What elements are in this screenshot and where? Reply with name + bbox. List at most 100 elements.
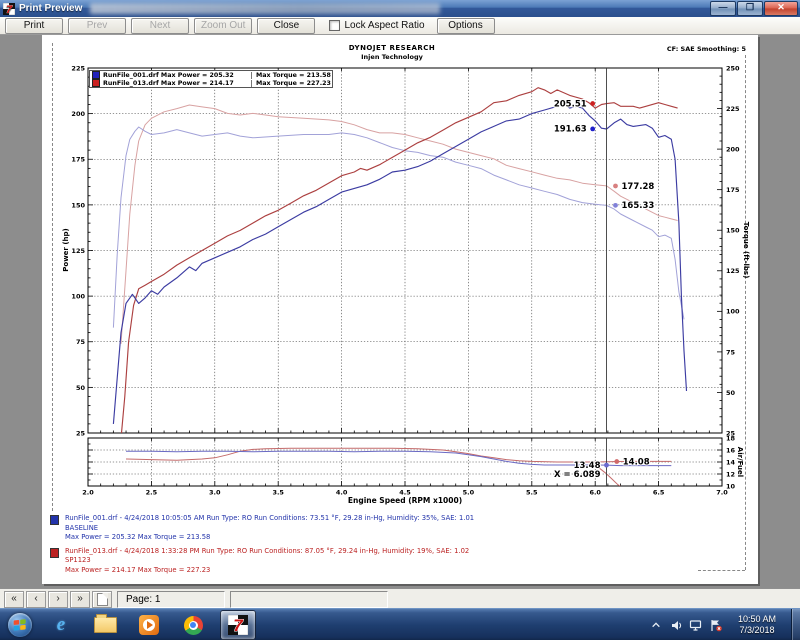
dynojet-icon: 7 — [228, 615, 248, 635]
svg-text:225: 225 — [726, 105, 740, 113]
legend-file-power-1: RunFile_001.drf Max Power = 205.32 — [103, 71, 234, 79]
legend-torque-1: Max Torque = 213.58 — [251, 71, 331, 79]
taskbar-media-player-icon[interactable] — [134, 612, 164, 638]
legend-file-power-2: RunFile_013.drf Max Power = 214.17 — [103, 79, 234, 87]
cursor-x-label: X = 6.089 — [554, 470, 601, 480]
legend-row-2: RunFile_013.drf Max Power = 214.17 Max T… — [90, 79, 332, 87]
tray-volume-icon[interactable] — [669, 618, 683, 632]
page-icon — [96, 592, 108, 606]
svg-text:16: 16 — [726, 446, 736, 454]
series-runfile-013-torque — [120, 104, 678, 344]
legend-swatch-run1 — [92, 71, 100, 79]
goto-page-button[interactable] — [92, 590, 112, 608]
svg-text:50: 50 — [726, 389, 736, 397]
run-info-1: RunFile_001.drf - 4/24/2018 10:05:05 AM … — [50, 514, 750, 543]
svg-text:75: 75 — [726, 348, 736, 356]
svg-text:25: 25 — [726, 429, 736, 437]
close-button[interactable]: Close — [257, 17, 316, 34]
svg-text:4.5: 4.5 — [399, 489, 411, 497]
svg-text:75: 75 — [76, 338, 86, 346]
taskbar-chrome-icon[interactable] — [178, 612, 208, 638]
svg-text:175: 175 — [71, 156, 85, 164]
close-window-button[interactable]: ✕ — [764, 1, 798, 16]
last-page-button[interactable]: » — [70, 590, 90, 608]
marker-label-205.51: 205.51 — [554, 99, 587, 109]
series-runfile-013-airfuel — [125, 447, 672, 463]
start-button[interactable] — [8, 613, 32, 637]
svg-text:3.5: 3.5 — [272, 489, 284, 497]
tray-network-icon[interactable] — [689, 618, 703, 632]
svg-text:7.0: 7.0 — [716, 489, 728, 497]
clock-date: 7/3/2018 — [739, 625, 775, 635]
statusbar: « ‹ › » Page: 1 — [0, 588, 800, 609]
svg-text:5.0: 5.0 — [463, 489, 475, 497]
prev-page-button[interactable]: ‹ — [26, 590, 46, 608]
taskbar-explorer-icon[interactable] — [90, 612, 120, 638]
preview-page: DYNOJET RESEARCH Injen Technology CF: SA… — [42, 35, 758, 584]
svg-text:6.5: 6.5 — [653, 489, 665, 497]
tray-show-hidden-icons[interactable] — [649, 618, 663, 632]
options-button[interactable]: Options — [436, 17, 495, 34]
run-info-2: RunFile_013.drf - 4/24/2018 1:33:28 PM R… — [50, 547, 750, 576]
window-title: Print Preview — [19, 3, 83, 14]
svg-text:3.0: 3.0 — [209, 489, 221, 497]
correction-smoothing-label: CF: SAE Smoothing: 5 — [666, 45, 746, 53]
svg-text:2.5: 2.5 — [146, 489, 158, 497]
svg-text:7: 7 — [6, 4, 13, 15]
svg-text:6.0: 6.0 — [589, 489, 601, 497]
next-button[interactable]: Next — [131, 17, 189, 34]
zoom-out-button[interactable]: Zoom Out — [194, 17, 253, 34]
folder-icon — [93, 614, 117, 633]
clock-time: 10:50 AM — [737, 614, 777, 624]
airfuel-chart: 2.0 2.5 3.0 3.5 4.0 4.5 5.0 5.5 6.0 6.5 7.0 18 16 14 1… — [82, 434, 735, 496]
page-number-panel: Page: 1 — [117, 590, 225, 608]
dyno-charts: 225 200 175 150 125 100 75 50 25 250 225 200 175 150 1… — [71, 64, 740, 496]
legend-torque-2: Max Torque = 227.23 — [251, 79, 331, 87]
print-button[interactable]: Print — [5, 17, 63, 34]
next-page-button[interactable]: › — [48, 590, 68, 608]
prev-button[interactable]: Prev — [68, 17, 126, 34]
marker-dot-13.48 — [604, 462, 609, 468]
restore-button[interactable]: ❐ — [737, 1, 763, 16]
first-page-button[interactable]: « — [4, 590, 24, 608]
page-number-label: Page: 1 — [126, 593, 161, 605]
app-icon[interactable]: 7 — [3, 2, 15, 15]
marker-label-13.48: 13.48 — [574, 461, 601, 471]
taskbar-ie-icon[interactable]: e — [56, 614, 66, 635]
svg-text:125: 125 — [726, 267, 740, 275]
svg-text:175: 175 — [726, 186, 740, 194]
taskbar-dynojet-active-app[interactable]: 7 — [220, 610, 256, 640]
marker-label-14.08: 14.08 — [623, 457, 650, 467]
series-runfile-013-power — [120, 87, 678, 433]
svg-text:225: 225 — [71, 64, 85, 72]
report-brand: DYNOJET RESEARCH — [348, 44, 436, 52]
svg-text:2.0: 2.0 — [82, 489, 94, 497]
svg-text:250: 250 — [726, 64, 740, 72]
svg-text:18: 18 — [726, 434, 736, 442]
marker-label-165.33: 165.33 — [621, 201, 654, 211]
tray-action-center-flag-icon[interactable] — [709, 618, 723, 632]
minimize-button[interactable]: — — [710, 1, 736, 16]
run2-name: SP1123 — [65, 556, 91, 564]
system-tray: 10:50 AM 7/3/2018 — [649, 609, 800, 640]
airfuel-axis-title: Air/Fuel — [736, 446, 744, 478]
run-info-footer: RunFile_001.drf - 4/24/2018 10:05:05 AM … — [50, 514, 750, 579]
print-preview-area: DYNOJET RESEARCH Injen Technology CF: SA… — [0, 35, 800, 588]
chart-legend: RunFile_001.drf Max Power = 205.32 Max T… — [89, 70, 333, 88]
svg-text:100: 100 — [71, 293, 85, 301]
engine-speed-axis-title: Engine Speed (RPM x1000) — [347, 496, 463, 505]
margin-guide-left — [52, 43, 53, 511]
margin-guide-right — [745, 55, 746, 570]
svg-text:50: 50 — [76, 384, 86, 392]
series-runfile-001-power — [112, 103, 688, 424]
svg-text:5.5: 5.5 — [526, 489, 538, 497]
svg-text:150: 150 — [726, 227, 740, 235]
report-subtitle: Injen Technology — [361, 53, 423, 61]
lock-aspect-checkbox[interactable] — [329, 20, 341, 31]
taskbar-clock[interactable]: 10:50 AM 7/3/2018 — [729, 614, 785, 636]
run1-name: BASELINE — [65, 523, 99, 532]
svg-text:200: 200 — [71, 110, 85, 118]
lock-aspect-label: Lock Aspect Ratio — [344, 20, 425, 31]
status-panel-2 — [230, 590, 388, 608]
show-desktop-button[interactable] — [791, 609, 800, 640]
